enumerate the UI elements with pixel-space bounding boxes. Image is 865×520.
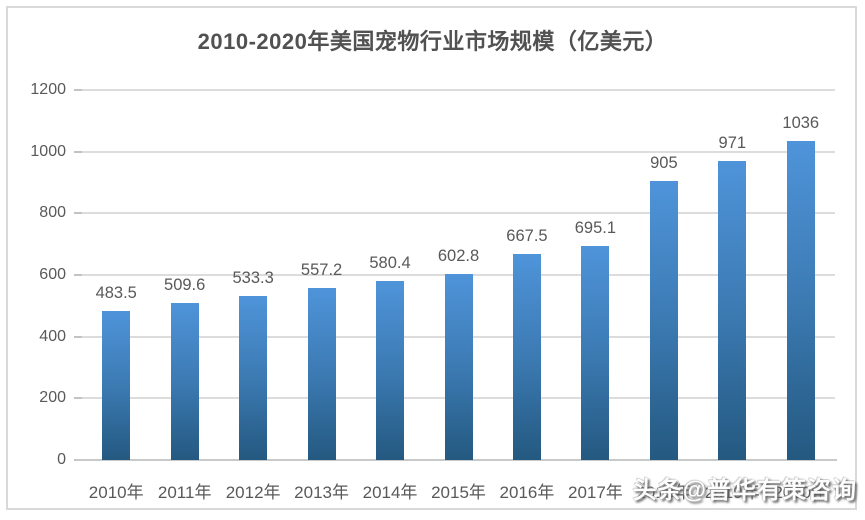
- x-axis-label: 2014年: [362, 483, 418, 502]
- y-tick: [74, 397, 82, 400]
- bar-value-label: 667.5: [506, 227, 548, 246]
- bar-value-label: 580.4: [369, 254, 411, 273]
- y-axis-label: 1000: [30, 142, 66, 160]
- bar: [444, 274, 473, 460]
- y-tick: [74, 212, 82, 215]
- bar-value-label: 483.5: [95, 283, 137, 302]
- bar: [581, 245, 610, 460]
- x-axis-label: 2010年: [88, 483, 144, 502]
- x-axis-label: 2012年: [225, 483, 281, 502]
- gridline: [82, 89, 835, 91]
- bar-value-label: 509.6: [164, 275, 206, 294]
- gridline: [82, 212, 835, 215]
- bar: [718, 160, 747, 460]
- x-axis-label: 2017年: [567, 483, 623, 502]
- y-axis-label: 600: [39, 266, 66, 283]
- y-tick: [74, 335, 82, 338]
- bar-value-label: 533.3: [232, 268, 274, 287]
- bar: [512, 254, 541, 460]
- y-tick: [74, 274, 82, 276]
- bar: [376, 281, 405, 460]
- bar: [239, 295, 268, 460]
- bar: [649, 180, 678, 460]
- x-axis-label: 2020年: [773, 483, 829, 502]
- bar: [102, 310, 131, 460]
- bar-value-label: 557.2: [300, 261, 343, 280]
- bar-value-label: 695.1: [574, 218, 617, 237]
- bar-value-label: 905: [650, 153, 678, 172]
- y-axis-label: 1200: [30, 81, 66, 98]
- bar: [170, 302, 199, 460]
- x-axis-label: 2018年: [636, 483, 692, 502]
- y-axis-label: 0: [57, 451, 66, 468]
- x-axis-label: 2011年: [157, 483, 212, 502]
- y-tick: [74, 89, 82, 91]
- y-axis-label: 200: [39, 389, 66, 407]
- bar: [307, 288, 336, 460]
- y-axis-label: 400: [39, 327, 66, 345]
- x-axis-label: 2019年: [704, 483, 760, 502]
- x-axis-label: 2015年: [431, 483, 486, 502]
- watermark: 头条@普华有策咨询: [632, 477, 857, 504]
- x-axis-label: 2016年: [499, 483, 555, 502]
- x-axis-line: [76, 459, 837, 461]
- y-axis-label: 800: [39, 204, 66, 222]
- bar-value-label: 1036: [782, 113, 820, 132]
- chart-title: 2010-2020年美国宠物行业市场规模（亿美元）: [197, 29, 668, 54]
- bar: [786, 140, 815, 460]
- x-axis-label: 2013年: [294, 483, 349, 502]
- gridline: [82, 150, 835, 153]
- bar-value-label: 602.8: [437, 247, 480, 266]
- y-tick: [74, 150, 82, 153]
- bar-value-label: 971: [718, 133, 747, 152]
